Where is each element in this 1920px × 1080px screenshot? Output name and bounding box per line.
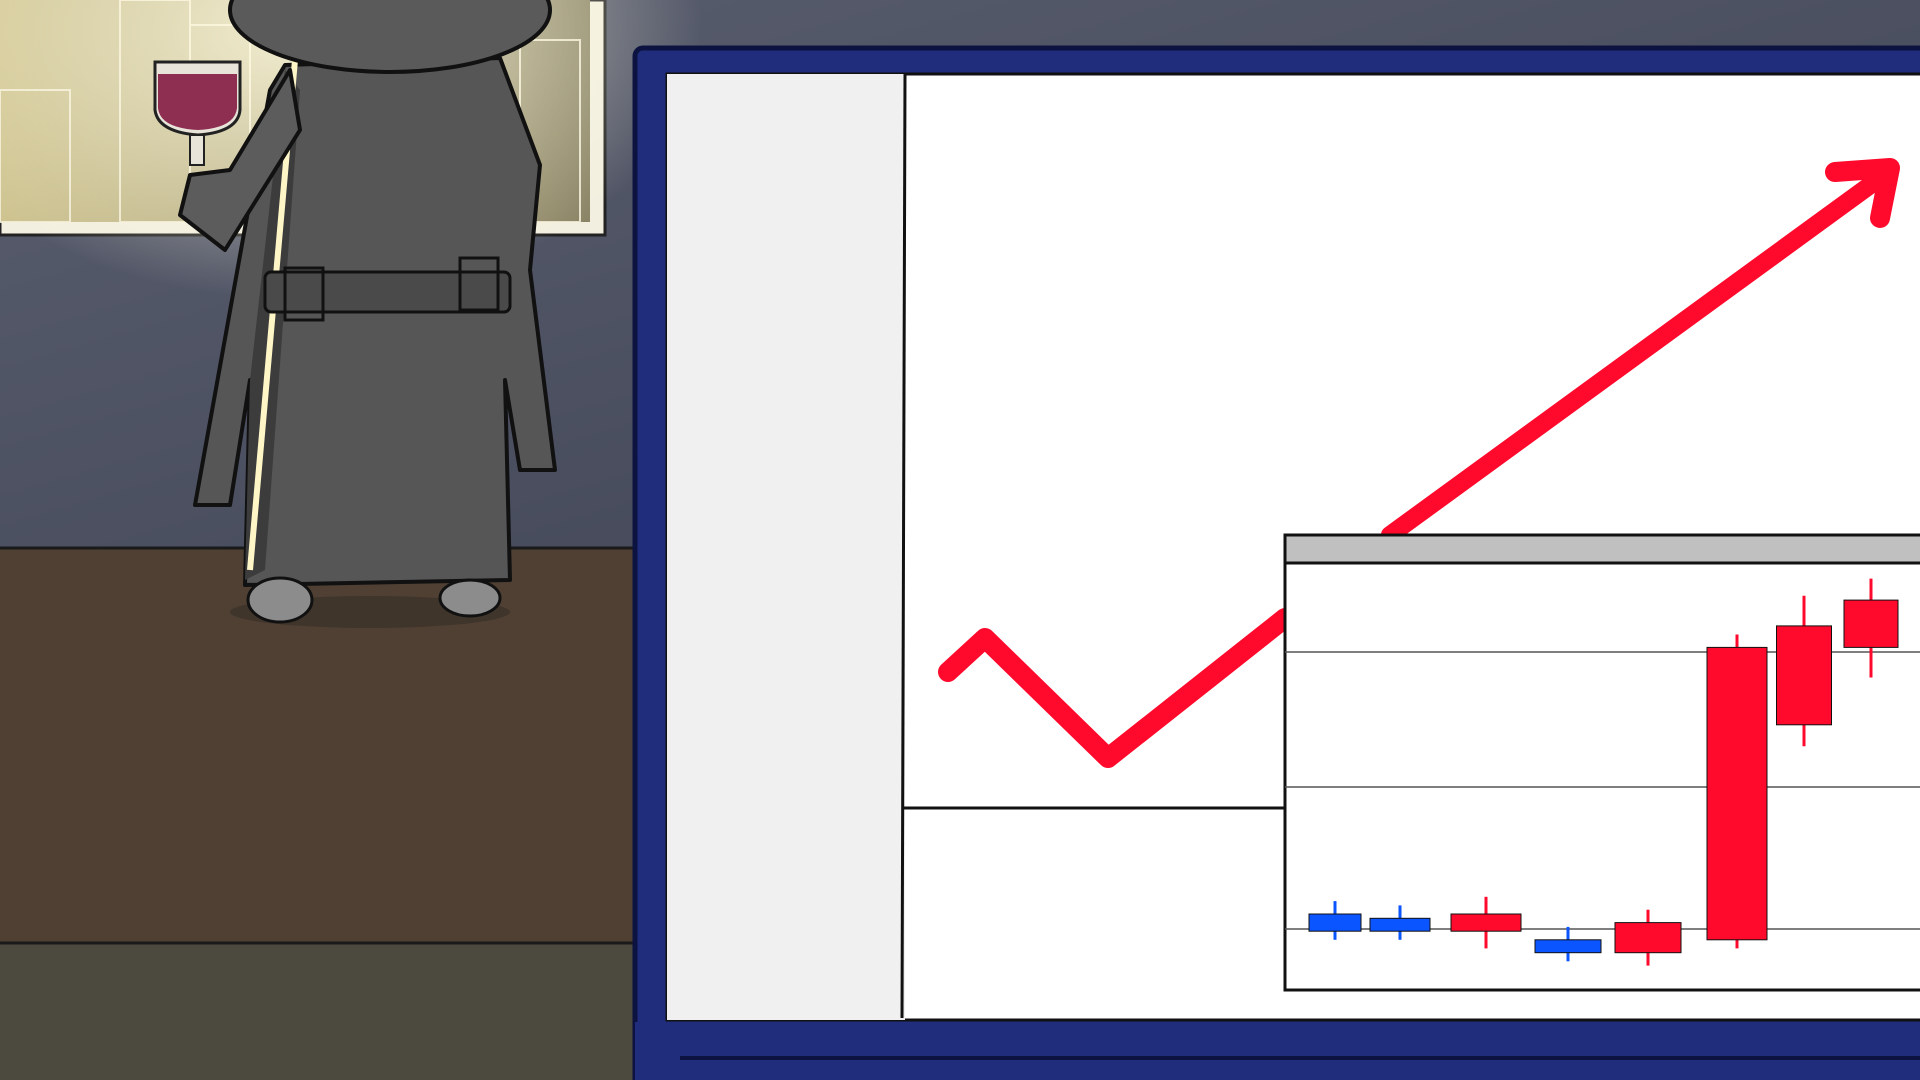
floor-lower: [0, 943, 660, 1080]
candle-body: [1450, 913, 1522, 932]
sidebar-divider: [900, 73, 907, 1019]
belt-loop: [458, 256, 500, 312]
candle-body: [1369, 917, 1431, 932]
candle-body: [1534, 939, 1602, 954]
candle-body: [1776, 625, 1832, 726]
candle-body: [1614, 922, 1682, 954]
trend-arrow: [938, 158, 1900, 768]
foot-right: [438, 578, 502, 618]
candle-body: [1308, 913, 1362, 932]
trend-line-upper: [1381, 169, 1889, 544]
coat-belt: [263, 270, 512, 314]
candle-body: [1843, 599, 1899, 648]
screen-sidebar: [667, 74, 905, 1020]
left-arm: [178, 68, 302, 252]
candlestick-window: [1283, 533, 1920, 992]
inset-header: [1283, 533, 1920, 565]
monitor-bezel-bottom: [635, 1022, 1920, 1080]
foot-left: [246, 576, 314, 624]
glass-stem: [189, 134, 205, 166]
candle-body: [1706, 646, 1768, 941]
candles: [1308, 578, 1899, 966]
wine: [158, 74, 237, 130]
arrow-head: [1825, 158, 1900, 228]
inset-panel: [1283, 533, 1920, 992]
figure-in-coat: [178, 0, 557, 628]
head: [228, 0, 552, 74]
belt-loop: [283, 266, 325, 322]
trend-line: [938, 608, 1295, 768]
wine-glass: [153, 60, 242, 166]
